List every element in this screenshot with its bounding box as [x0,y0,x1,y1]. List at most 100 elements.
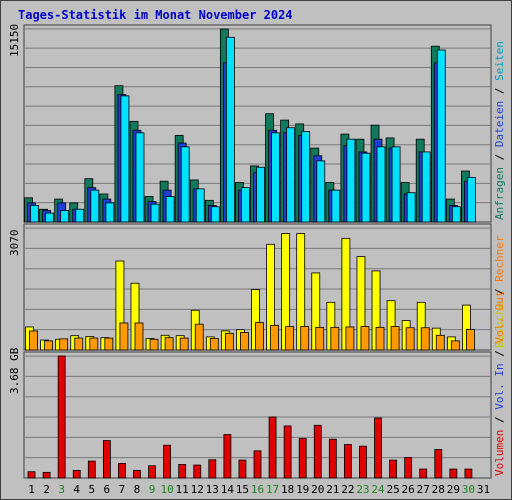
x-tick-label-day-24: 24 [371,483,385,496]
bar-volumen-day-25 [389,459,397,479]
x-tick-label-day-28: 28 [432,483,445,496]
bar-volumen-day-10 [163,444,172,479]
bar-rechner-day-21 [330,326,340,351]
bar-volumen-day-29 [449,468,458,479]
bar-seiten-day-9 [150,203,160,223]
bar-volumen-day-13 [208,459,217,479]
bar-rechner-day-7 [119,322,129,351]
bar-volumen-day-30 [464,468,473,479]
bar-seiten-day-15 [241,187,250,223]
bar-rechner-day-16 [255,322,264,351]
bar-seiten-day-30 [467,177,476,223]
x-tick-label-day-4: 4 [73,483,80,496]
bar-rechner-day-4 [74,337,84,351]
bar-seiten-day-13 [210,206,220,223]
bar-seiten-day-8 [135,132,145,223]
bar-seiten-day-21 [331,189,341,223]
bar-rechner-day-28 [435,334,445,351]
x-tick-label-day-26: 26 [402,483,415,496]
legend-entry: / [493,344,506,364]
bar-rechner-day-18 [285,326,295,351]
bar-volumen-day-3 [57,355,66,479]
bar-seiten-day-27 [421,151,431,223]
bar-volumen-day-11 [178,464,187,479]
bar-volumen-day-22 [343,444,352,479]
bar-rechner-day-14 [224,332,234,351]
bar-volumen-day-1 [27,471,36,479]
x-tick-label-day-27: 27 [417,483,430,496]
bar-rechner-day-25 [390,326,400,351]
legend-entry: Rechner [493,235,506,282]
legend-middle: Besuche / Rechner [493,235,506,348]
bar-seiten-day-26 [406,192,416,223]
legend-entry: Dateien [493,101,506,147]
bar-volumen-day-12 [193,464,202,479]
bar-rechner-day-26 [405,327,415,351]
x-tick-label-day-8: 8 [134,483,141,496]
bar-volumen-day-9 [148,465,156,479]
x-tick-label-day-29: 29 [447,483,460,496]
bar-rechner-day-3 [59,338,69,351]
bar-volumen-day-6 [102,440,111,479]
bar-seiten-day-29 [451,206,461,223]
legend-entry: Anfragen [493,167,506,220]
x-tick-label-day-3: 3 [58,483,65,496]
y-max-label-bottom: 3.68 GB [8,347,21,394]
legend-entry: / [493,147,506,167]
bar-volumen-day-23 [359,445,367,479]
bar-seiten-day-28 [436,49,446,223]
bar-volumen-day-18 [283,425,292,479]
legend-entry: Vol. In [493,363,506,409]
bar-seiten-day-4 [75,208,85,223]
bar-seiten-day-6 [105,202,115,223]
bar-seiten-day-23 [361,152,371,223]
legend-entry: / [493,410,506,430]
x-tick-label-day-17: 17 [266,483,279,496]
bar-volumen-day-26 [404,457,413,479]
x-tick-label-day-22: 22 [341,483,354,496]
bar-seiten-day-2 [45,212,54,223]
bar-rechner-day-15 [240,332,249,351]
bar-seiten-day-14 [225,36,235,223]
bar-seiten-day-5 [90,189,100,223]
legend-entry: Besuche [493,302,506,348]
bar-seiten-day-16 [256,166,265,223]
x-tick-label-day-12: 12 [191,483,204,496]
bar-rechner-day-29 [450,340,460,351]
bar-rechner-day-1 [29,330,38,351]
x-tick-label-day-2: 2 [43,483,50,496]
bar-rechner-day-24 [375,326,385,351]
bar-volumen-day-7 [118,463,126,479]
bar-rechner-day-19 [300,326,310,351]
legend-top: Anfragen / Dateien / Seiten [493,41,506,220]
bar-seiten-day-24 [376,146,386,223]
bar-rechner-day-20 [315,326,325,351]
bar-rechner-day-17 [270,324,279,351]
x-tick-label-day-11: 11 [176,483,189,496]
bar-volumen-day-28 [434,449,443,479]
bar-volumen-day-19 [298,438,307,479]
bar-volumen-day-15 [238,459,247,479]
bar-rechner-day-27 [420,327,430,351]
x-tick-label-day-10: 10 [160,483,173,496]
x-tick-label-day-6: 6 [104,483,111,496]
bar-rechner-day-13 [209,338,219,351]
bar-volumen-day-2 [42,471,51,479]
x-tick-label-day-1: 1 [28,483,35,496]
bar-volumen-day-24 [374,417,382,479]
x-tick-label-day-5: 5 [88,483,95,496]
bar-seiten-day-20 [316,160,326,223]
bar-volumen-day-14 [223,434,232,479]
bar-rechner-day-9 [149,338,159,351]
bar-volumen-day-21 [328,438,337,479]
bar-seiten-day-3 [60,210,70,223]
bar-volumen-day-17 [268,416,277,479]
x-tick-label-day-25: 25 [386,483,399,496]
bar-seiten-day-19 [301,131,311,223]
x-tick-label-day-23: 23 [356,483,369,496]
bar-volumen-day-8 [133,469,141,479]
x-tick-label-day-13: 13 [206,483,219,496]
bar-seiten-day-17 [271,132,280,223]
bar-rechner-day-2 [44,340,53,351]
